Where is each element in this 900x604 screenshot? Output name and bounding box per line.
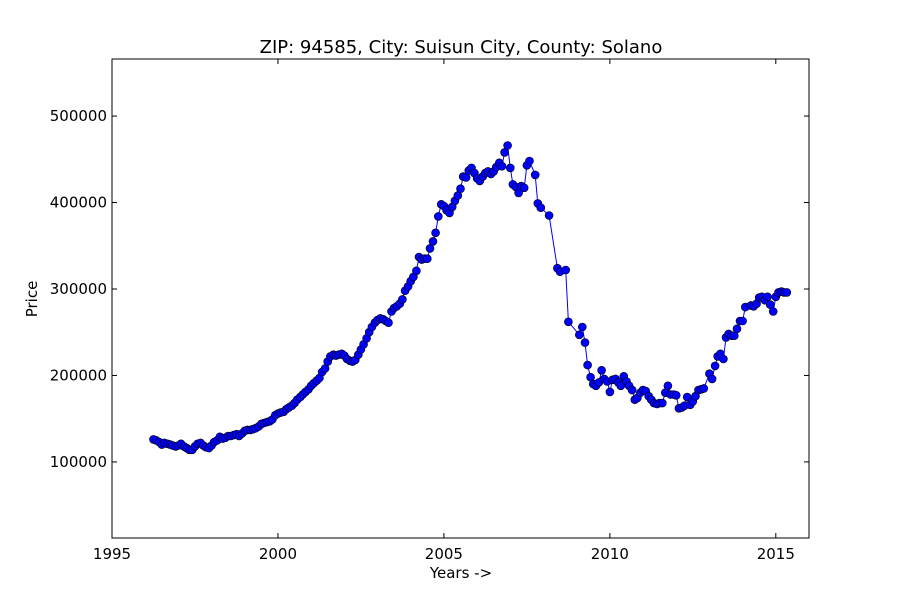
data-point — [763, 292, 772, 302]
x-tick-labels: 1995 2000 2005 2010 2015 — [93, 545, 795, 563]
y-axis-label: Price — [23, 281, 41, 318]
y-tick-labels: 100000 200000 300000 400000 500000 — [50, 107, 107, 471]
data-point — [422, 254, 432, 264]
y-tick-label: 500000 — [50, 107, 107, 125]
data-point — [456, 184, 465, 193]
data-point — [536, 203, 546, 212]
data-point — [671, 390, 681, 400]
data-point — [782, 288, 792, 297]
data-point — [605, 387, 615, 397]
data-point — [657, 398, 667, 408]
data-point — [398, 295, 407, 304]
data-point — [428, 237, 438, 246]
data-point — [768, 307, 778, 316]
data-point — [583, 360, 592, 370]
data-point — [412, 266, 421, 276]
data-point — [497, 161, 507, 171]
data-point — [699, 384, 709, 393]
x-tick-label: 2015 — [757, 545, 795, 563]
y-tick-label: 400000 — [50, 194, 107, 212]
x-tick-label: 2005 — [425, 545, 463, 563]
price-series-markers — [149, 141, 792, 455]
data-point — [525, 156, 534, 166]
data-point — [431, 228, 440, 238]
x-tick-label: 2000 — [259, 545, 297, 563]
data-point — [564, 317, 573, 327]
data-point — [738, 316, 747, 326]
data-point — [519, 183, 529, 193]
data-point — [597, 365, 606, 375]
data-point — [505, 163, 515, 173]
data-point — [433, 212, 443, 221]
axes-frame — [111, 58, 810, 539]
data-point — [710, 361, 720, 371]
data-point — [627, 385, 637, 395]
data-point — [663, 381, 673, 391]
x-tick-label: 1995 — [93, 545, 131, 563]
x-axis-label: Years -> — [429, 564, 492, 582]
y-tick-label: 300000 — [50, 280, 107, 298]
data-point — [384, 318, 393, 328]
x-tick-label: 2010 — [591, 545, 629, 563]
data-point — [580, 338, 590, 347]
data-point — [503, 141, 512, 150]
data-point — [732, 324, 742, 334]
y-tick-label: 100000 — [50, 453, 107, 471]
data-point — [574, 330, 584, 340]
plot-area: 1995 2000 2005 2010 2015 100000 200000 300000 4… — [50, 58, 810, 563]
axis-ticks — [111, 59, 809, 538]
data-point — [530, 170, 540, 180]
data-point — [544, 211, 554, 220]
y-tick-label: 200000 — [50, 366, 107, 384]
data-point — [719, 354, 728, 364]
data-point — [561, 265, 571, 275]
data-point — [707, 374, 717, 384]
data-point — [577, 322, 587, 332]
chart-title: ZIP: 94585, City: Suisun City, County: S… — [260, 37, 663, 58]
